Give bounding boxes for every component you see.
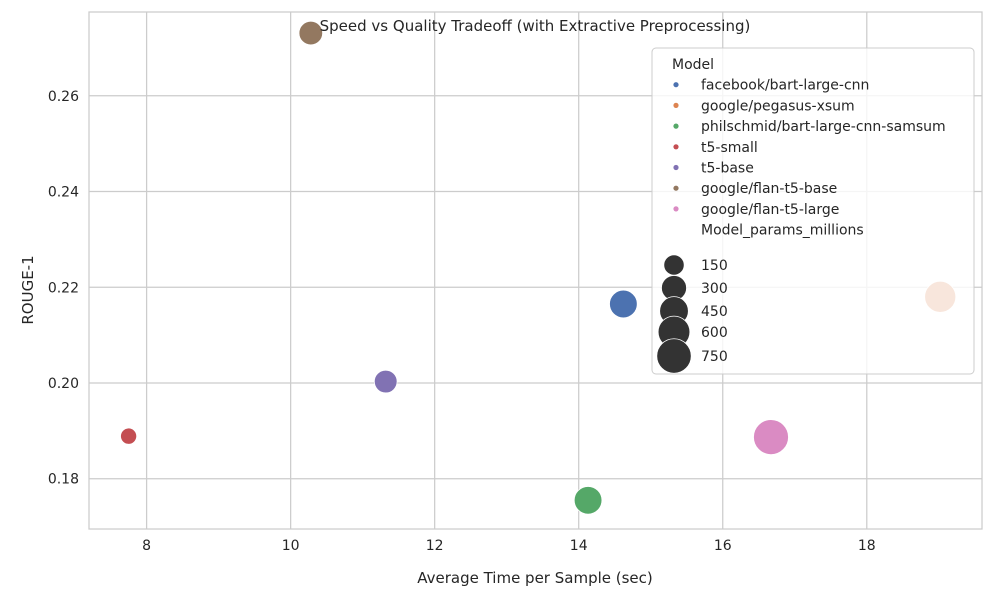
legend-marker xyxy=(673,82,679,88)
x-tick-label: 12 xyxy=(426,538,444,554)
data-point xyxy=(298,20,324,46)
legend-entry: facebook/bart-large-cnn xyxy=(701,78,869,94)
x-tick-label: 10 xyxy=(282,538,300,554)
x-tick-label: 14 xyxy=(570,538,588,554)
legend-size-label: 750 xyxy=(701,349,728,365)
legend-entry: philschmid/bart-large-cnn-samsum xyxy=(701,119,946,135)
legend-size-label: 600 xyxy=(701,325,728,341)
x-tick-label: 18 xyxy=(858,538,876,554)
y-tick-label: 0.24 xyxy=(48,185,79,201)
y-tick-label: 0.18 xyxy=(48,472,79,488)
legend-entry: google/pegasus-xsum xyxy=(701,98,855,114)
legend-size-label: 300 xyxy=(701,281,728,297)
legend-marker xyxy=(673,185,679,191)
data-point xyxy=(753,419,789,455)
y-tick-label: 0.22 xyxy=(48,280,79,296)
tick-labels: 8 10 12 14 16 18 0.18 0.20 0.22 0.24 0.26 xyxy=(48,89,876,554)
data-point xyxy=(573,486,603,515)
legend-entry: t5-base xyxy=(701,161,754,177)
chart-title: Speed vs Quality Tradeoff (with Extracti… xyxy=(320,17,751,35)
data-point xyxy=(373,369,398,394)
y-tick-label: 0.26 xyxy=(48,89,79,105)
legend-box xyxy=(651,47,975,375)
legend: Model facebook/bart-large-cnn google/pegas… xyxy=(651,47,975,375)
legend-size-title: Model_params_millions xyxy=(701,223,864,239)
legend-size-marker xyxy=(663,254,685,276)
legend-entry: t5-small xyxy=(701,140,758,156)
legend-marker xyxy=(673,102,679,108)
y-axis-label: ROUGE-1 xyxy=(19,255,37,324)
legend-hue-title: Model xyxy=(672,57,714,73)
x-tick-label: 16 xyxy=(714,538,732,554)
legend-marker xyxy=(673,123,679,129)
legend-marker xyxy=(673,206,679,212)
plot-frame xyxy=(88,11,983,530)
x-tick-label: 8 xyxy=(142,538,151,554)
legend-size-label: 150 xyxy=(701,258,728,274)
legend-marker xyxy=(673,144,679,150)
data-point xyxy=(120,427,138,445)
legend-size-label: 450 xyxy=(701,304,728,320)
legend-entry: google/flan-t5-large xyxy=(701,202,839,218)
legend-size-marker xyxy=(656,338,692,374)
y-tick-label: 0.20 xyxy=(48,376,79,392)
legend-entry: google/flan-t5-base xyxy=(701,181,837,197)
x-axis-label: Average Time per Sample (sec) xyxy=(417,569,653,587)
data-point xyxy=(609,289,638,319)
legend-marker xyxy=(673,164,679,171)
